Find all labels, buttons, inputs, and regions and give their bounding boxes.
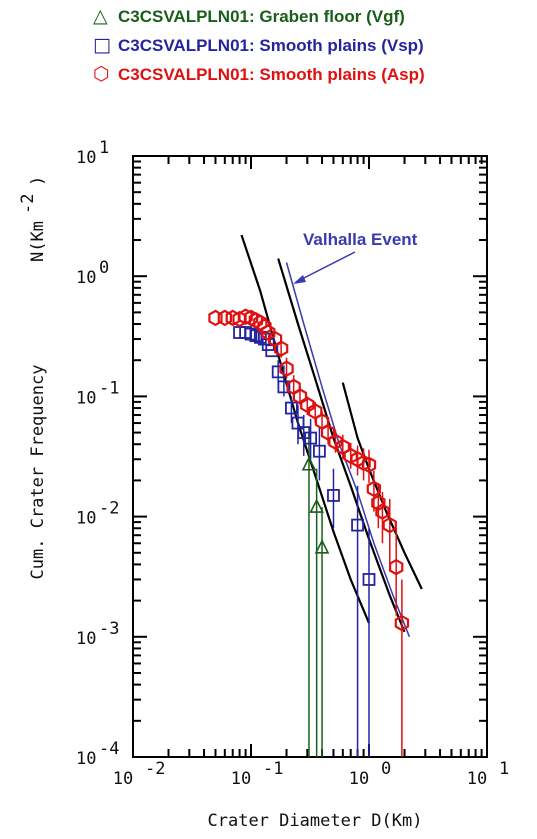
model-curve-1 [277, 258, 406, 633]
legend-symbol-2: ⬡ [93, 63, 110, 85]
legend: △ C3CSVALPLN01: Graben floor (Vgf) □ C3CSVA… [93, 5, 425, 85]
x-tick-label-exp: -2 [145, 759, 165, 779]
valhalla-annotation: Valhalla Event [293, 230, 418, 284]
legend-symbol-0: △ [93, 5, 108, 27]
data-point-hexagon [371, 494, 386, 512]
annotation-leader [295, 251, 356, 283]
y-tick-label-exp: -3 [99, 619, 119, 639]
x-tick-label: 10 [231, 769, 251, 789]
y-tick-label-exp: -1 [99, 378, 119, 398]
y-tick-label-exp: 0 [99, 258, 109, 278]
x-tick-label: 10 [467, 769, 487, 789]
annotation-text: Valhalla Event [303, 230, 418, 249]
y-axis-unit-exp: -2 [18, 194, 38, 214]
model-curve-3 [285, 262, 411, 638]
y-axis-unit: N(Km [28, 221, 48, 262]
data-point-hexagon [238, 308, 253, 325]
series-2 [208, 308, 410, 757]
y-tick-label-exp: 1 [99, 138, 109, 158]
y-tick-label: 10 [76, 268, 96, 288]
y-tick-label: 10 [76, 388, 96, 408]
data-point-hexagon [300, 396, 315, 414]
data-point-hexagon [382, 516, 397, 534]
x-tick-label: 10 [349, 769, 369, 789]
y-tick-label: 10 [76, 629, 96, 649]
y-tick-label: 10 [76, 749, 96, 769]
y-tick-label-exp: -2 [99, 499, 119, 519]
data-point-triangle [309, 498, 324, 513]
data-point-hexagon [274, 340, 289, 357]
data-point-square [351, 518, 364, 532]
data-point-square [285, 401, 298, 415]
y-axis-label: Cum. Crater Frequency [28, 365, 48, 580]
data-point-square [313, 444, 326, 458]
plot-area [132, 155, 488, 758]
data-point-square [271, 365, 285, 379]
data-point-hexagon [257, 318, 272, 335]
data-point-hexagon [389, 558, 404, 576]
x-tick-label-exp: 0 [381, 759, 391, 779]
legend-label-1: C3CSVALPLN01: Smooth plains (Vsp) [118, 36, 424, 55]
plot-border [132, 155, 488, 758]
series-0 [301, 432, 330, 757]
data-point-triangle [314, 539, 330, 554]
y-tick-label: 10 [76, 148, 96, 168]
data-point-hexagon [335, 438, 350, 456]
x-tick-label-exp: -1 [263, 759, 283, 779]
legend-symbol-1: □ [93, 34, 111, 56]
data-point-hexagon [320, 424, 336, 441]
data-point-hexagon [279, 360, 294, 377]
annotation-arrowhead [293, 275, 306, 284]
axis-ticks: 10 -2 10 -1 10 0 10 110 110 010 -110 -210 -310 -4 [76, 138, 509, 789]
data-point-triangle [301, 455, 317, 471]
data-point-square [362, 573, 376, 586]
data-point-hexagon [366, 480, 381, 498]
data-point-hexagon [361, 456, 377, 474]
x-tick-label: 10 [113, 769, 133, 789]
data-point-hexagon [208, 309, 223, 327]
data-point-hexagon [292, 388, 308, 405]
x-tick-label-exp: 1 [499, 759, 509, 779]
x-axis-label: Crater Diameter D(Km) [208, 811, 423, 831]
y-axis-unit-close: ) [28, 176, 48, 186]
data-point-hexagon [253, 314, 268, 331]
data-point-hexagon [328, 433, 343, 450]
data-point-square [277, 380, 291, 394]
y-tick-label: 10 [76, 509, 96, 529]
axis-labels: Crater Diameter D(Km) Cum. Crater Frequen… [18, 176, 422, 831]
data-point-hexagon [375, 503, 390, 520]
data-points [208, 308, 410, 757]
data-point-hexagon [217, 309, 232, 327]
legend-label-0: C3CSVALPLN01: Graben floor (Vgf) [118, 7, 405, 26]
data-point-hexagon [394, 614, 410, 632]
data-point-square [327, 489, 340, 502]
model-curve-0 [240, 234, 371, 624]
legend-label-2: C3CSVALPLN01: Smooth plains (Asp) [118, 65, 425, 84]
y-tick-label-exp: -4 [99, 739, 119, 759]
data-point-square [304, 431, 318, 445]
